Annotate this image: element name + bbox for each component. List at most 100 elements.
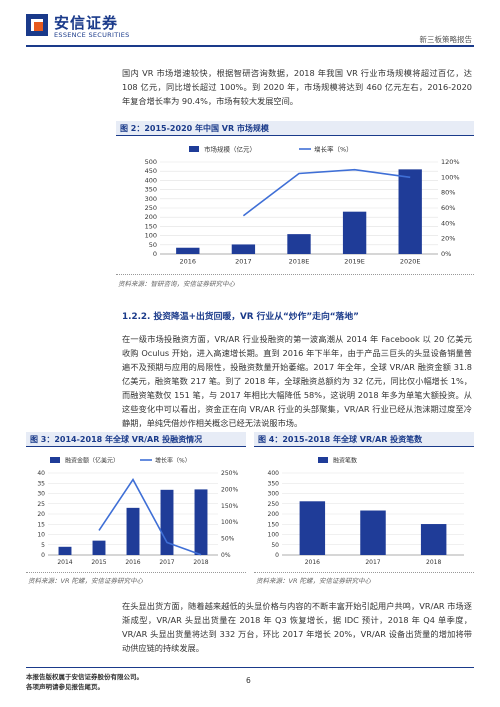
fig4-chart: 0 50 100 150 200 250 300 350 400 2016 2017 2018 融资笔数 (268, 457, 464, 566)
fig2-title: 图 2：2015-2020 年中国 VR 市场规模 (116, 121, 474, 136)
bar (176, 247, 200, 254)
brand-name-en: ESSENCE SECURITIES (54, 31, 130, 39)
legend-label: 融资金额（亿美元） (65, 457, 119, 465)
bar (58, 546, 72, 555)
y2-tick-label: 80% (441, 189, 455, 197)
brand-name-cn: 安信证券 (54, 14, 119, 32)
y2-tick-label: 250% (221, 470, 238, 477)
x-tick-label: 2017 (365, 559, 380, 566)
y-tick-label: 200 (268, 511, 280, 518)
x-tick-label: 2018E (289, 258, 310, 266)
series-line (98, 478, 202, 556)
bar (231, 244, 256, 254)
fig4-divider (254, 572, 474, 573)
legend-swatch-bar (318, 457, 328, 463)
fig3-source: 资料来源：VR 陀螺，安信证券研究中心 (28, 577, 144, 585)
y-tick-label: 100 (145, 232, 157, 240)
legend-label: 增长率（%） (155, 457, 191, 465)
y-tick-label: 250 (268, 501, 280, 508)
page-header: 安信证券 ESSENCE SECURITIES 新三板策略报告 (0, 0, 500, 50)
legend-label: 增长率（%） (314, 145, 353, 154)
bar (126, 507, 140, 555)
fig4-source: 资料来源：VR 陀螺，安信证券研究中心 (256, 577, 372, 585)
y-tick-label: 15 (37, 521, 45, 528)
y-tick-label: 300 (145, 195, 157, 203)
bar (360, 510, 386, 555)
x-tick-label: 2017 (235, 258, 252, 266)
y2-tick-label: 200% (221, 486, 238, 493)
y2-tick-label: 0% (221, 552, 231, 559)
y2-tick-label: 60% (441, 204, 455, 212)
paragraph-vr-market: 国内 VR 市场增速较快，根据智研咨询数据，2018 年我国 VR 行业市场规模… (122, 68, 472, 106)
y-tick-label: 25 (37, 501, 45, 508)
y-tick-label: 40 (37, 470, 45, 477)
y-tick-label: 450 (145, 167, 157, 175)
y2-tick-label: 50% (221, 536, 235, 543)
bar (194, 489, 208, 555)
bar (92, 540, 106, 555)
x-tick-label: 2018 (426, 559, 441, 566)
y-tick-label: 50 (271, 542, 279, 549)
y-tick-label: 100 (268, 532, 280, 539)
y-tick-label: 35 (37, 480, 45, 487)
bar (299, 501, 326, 555)
y2-tick-label: 100% (221, 519, 238, 526)
bar (287, 234, 311, 254)
y-tick-label: 350 (145, 186, 157, 194)
y2-tick-label: 40% (441, 219, 455, 227)
x-tick-label: 2015 (91, 559, 106, 566)
legend-swatch-bar (50, 457, 60, 463)
fig4-title: 图 4：2015-2018 年全球 VR/AR 投资笔数 (254, 432, 474, 447)
x-tick-label: 2018 (193, 559, 208, 566)
x-tick-label: 2020E (400, 258, 421, 266)
bar (160, 489, 174, 555)
page-number: 6 (246, 676, 251, 685)
x-tick-label: 2014 (57, 559, 72, 566)
y-tick-label: 30 (37, 491, 45, 498)
y-tick-label: 350 (268, 480, 280, 487)
fig3-divider (26, 572, 246, 573)
header-divider (26, 45, 474, 47)
y-tick-label: 50 (149, 241, 157, 249)
y2-tick-label: 0% (441, 250, 451, 258)
x-tick-label: 2017 (159, 559, 174, 566)
legend-label: 市场规模（亿元） (204, 145, 256, 154)
y2-tick-label: 20% (441, 235, 455, 243)
y-tick-label: 0 (275, 552, 279, 559)
paragraph-shipments: 在头显出货方面，随着越来越低的头显价格与内容的不断丰富开始引起用户共鸣，VR/A… (122, 601, 472, 653)
x-tick-label: 2016 (305, 559, 320, 566)
fig2-divider (116, 274, 474, 275)
y-tick-label: 20 (37, 511, 45, 518)
footer-notice: 各项声明请参见报告尾页。 (26, 683, 104, 691)
paragraph-investment: 在一级市场投融资方面，VR/AR 行业投融资的第一波高潮从 2014 年 Fac… (122, 334, 472, 428)
y-tick-label: 300 (268, 491, 280, 498)
y-tick-label: 500 (145, 158, 157, 166)
footer-divider (26, 667, 474, 668)
y-tick-label: 200 (145, 213, 157, 221)
y2-tick-label: 150% (221, 503, 238, 510)
y-tick-label: 400 (268, 470, 280, 477)
bar (398, 169, 422, 254)
y2-tick-label: 100% (441, 173, 460, 181)
fig3-chart: 0 5 10 15 20 25 30 35 40 0% 50% 100% 150% 200% 250% 201… (37, 457, 238, 567)
series-line (242, 168, 411, 217)
y-tick-label: 150 (268, 521, 280, 528)
fig2-source: 资料来源：智研咨询，安信证券研究中心 (118, 280, 235, 288)
y-tick-label: 0 (41, 552, 45, 559)
x-tick-label: 2016 (125, 559, 140, 566)
x-tick-label: 2019E (344, 258, 365, 266)
bar (342, 211, 367, 254)
report-type: 新三板策略报告 (419, 35, 473, 44)
x-tick-label: 2016 (180, 258, 197, 266)
bar (420, 524, 447, 555)
y-tick-label: 150 (145, 222, 157, 230)
y-tick-label: 5 (41, 542, 45, 549)
essence-logo-icon (26, 14, 48, 36)
legend-label: 融资笔数 (333, 457, 357, 465)
y-tick-label: 0 (153, 250, 157, 258)
y-tick-label: 250 (145, 204, 157, 212)
section-title: 1.2.2. 投资降温+出货回暖，VR 行业从“炒作”走向“落地” (122, 312, 359, 322)
y-tick-label: 400 (145, 176, 157, 184)
legend-swatch-bar (189, 146, 199, 152)
